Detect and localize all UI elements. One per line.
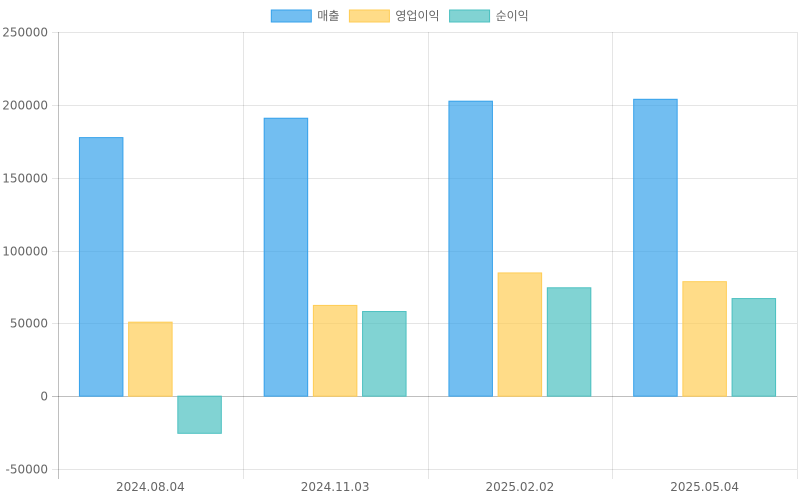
bar-2-1[interactable] (128, 321, 173, 397)
bar-2-2[interactable] (312, 304, 358, 397)
legend-label[interactable]: 순이익 (496, 9, 529, 23)
bar-3-3[interactable] (546, 287, 592, 397)
y-tick-label: 0 (40, 390, 48, 404)
x-axis: 2024.08.04 2024.11.03 2025.02.02 2025.05.04 (116, 480, 739, 494)
chart-legend: 매출 영업이익 순이익 (270, 9, 529, 23)
bar-2-4[interactable] (682, 281, 727, 397)
legend-label[interactable]: 영업이익 (395, 9, 439, 23)
x-tick-label: 2024.11.03 (301, 480, 370, 494)
legend-swatch (270, 9, 312, 23)
bar-3-1[interactable] (177, 395, 222, 434)
bar-2-3[interactable] (497, 272, 543, 397)
bar-1-2[interactable] (263, 117, 309, 397)
y-tick-label: 250000 (2, 26, 48, 40)
x-tick-label: 2025.02.02 (486, 480, 555, 494)
x-tick-label: 2024.08.04 (116, 480, 185, 494)
y-tick-label: 50000 (10, 317, 48, 331)
bar-1-3[interactable] (448, 100, 493, 397)
bar-3-2[interactable] (362, 311, 407, 397)
legend-label[interactable]: 매출 (317, 9, 339, 23)
bar-3-4[interactable] (731, 298, 777, 397)
y-tick-label: -50000 (5, 463, 48, 477)
y-tick-label: 100000 (2, 245, 48, 259)
legend-swatch (348, 9, 390, 23)
y-tick-label: 200000 (2, 99, 48, 113)
bar-1-4[interactable] (633, 98, 678, 397)
bar-1-1[interactable] (78, 137, 124, 397)
y-axis: 250000 200000 150000 100000 50000 0 -50000 (2, 26, 48, 477)
chart-grid (52, 32, 798, 479)
y-tick-label: 150000 (2, 172, 48, 186)
x-tick-label: 2025.05.04 (670, 480, 739, 494)
legend-swatch (449, 9, 491, 23)
bar-series (78, 98, 777, 434)
